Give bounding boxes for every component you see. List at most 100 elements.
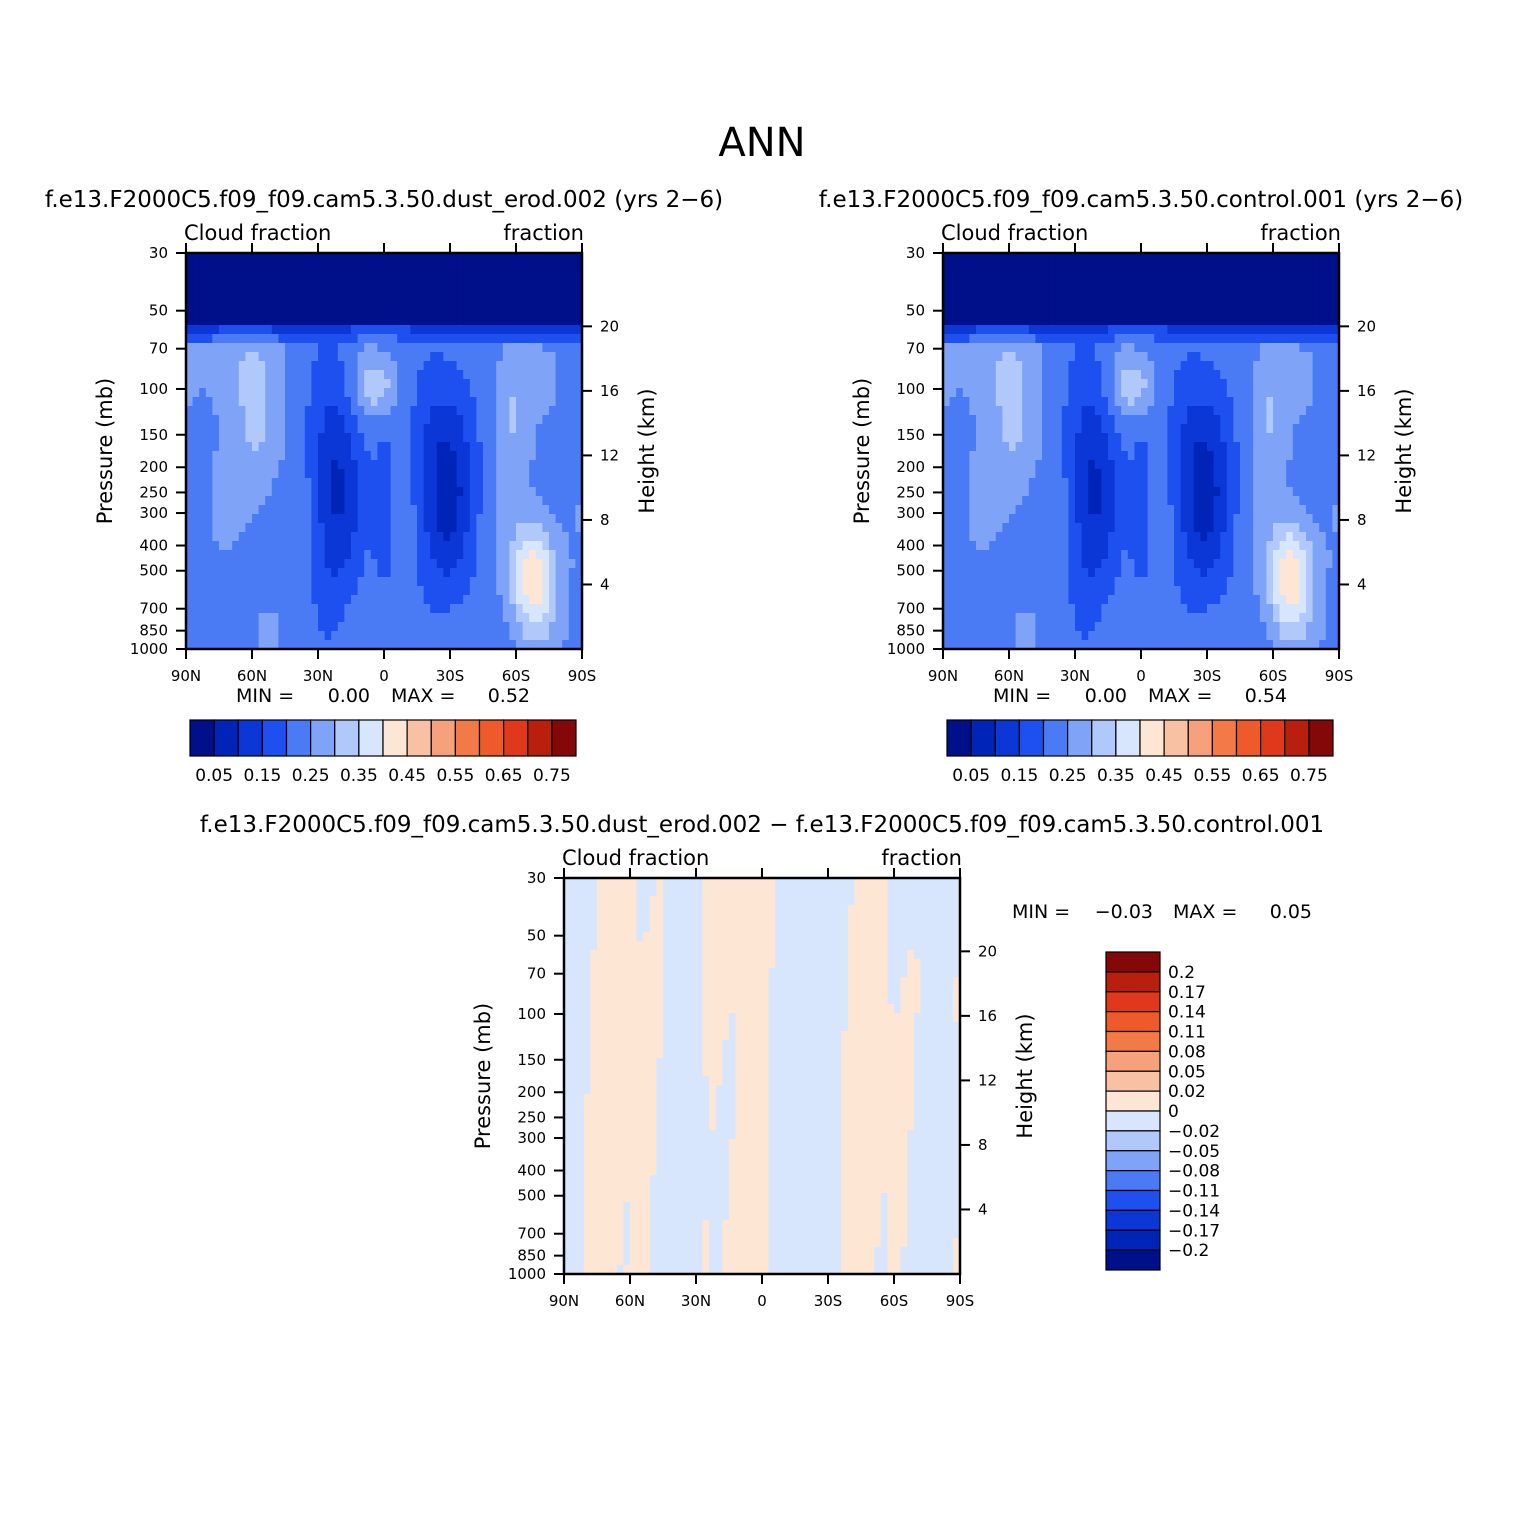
field-cell <box>1068 442 1076 452</box>
field-cell <box>1134 253 1142 263</box>
field-cell <box>232 424 240 434</box>
field-cell <box>1160 397 1168 407</box>
field-cell <box>1160 316 1168 326</box>
field-cell <box>186 622 194 632</box>
field-cell <box>1213 568 1221 578</box>
field-cell <box>285 280 293 290</box>
field-cell <box>542 469 550 479</box>
field-cell <box>384 316 392 326</box>
field-cell <box>271 289 279 299</box>
field-cell <box>982 424 990 434</box>
field-cell <box>509 280 517 290</box>
field-cell <box>238 613 246 623</box>
field-cell <box>1042 442 1050 452</box>
field-cell <box>1108 343 1116 353</box>
field-cell <box>469 415 477 425</box>
field-cell <box>1187 550 1195 560</box>
field-cell <box>397 568 405 578</box>
field-cell <box>943 361 951 371</box>
field-cell <box>410 325 418 335</box>
field-cell <box>304 298 312 308</box>
field-cell <box>1075 487 1083 497</box>
field-cell <box>529 334 537 344</box>
field-cell <box>562 595 570 605</box>
field-cell <box>575 514 583 524</box>
field-cell <box>982 325 990 335</box>
field-cell <box>1101 397 1109 407</box>
field-cell <box>575 460 583 470</box>
field-cell <box>542 388 550 398</box>
field-cell <box>969 433 977 443</box>
field-cell <box>298 604 306 614</box>
field-cell <box>1292 550 1300 560</box>
field-cell <box>331 523 339 533</box>
field-cell <box>1042 388 1050 398</box>
field-cell <box>1187 505 1195 515</box>
field-cell <box>1101 460 1109 470</box>
field-cell <box>324 550 332 560</box>
field-cell <box>423 379 431 389</box>
field-cell <box>344 640 352 650</box>
field-cell <box>529 379 537 389</box>
field-cell <box>1200 370 1208 380</box>
field-cell <box>489 451 497 461</box>
field-cell <box>225 577 233 587</box>
field-cell <box>989 559 997 569</box>
field-cell <box>943 397 951 407</box>
field-cell <box>403 496 411 506</box>
field-cell <box>192 460 200 470</box>
field-cell <box>1200 361 1208 371</box>
field-cell <box>516 289 524 299</box>
field-cell <box>443 523 451 533</box>
field-cell <box>245 262 253 272</box>
field-cell <box>417 487 425 497</box>
field-cell <box>476 415 484 425</box>
field-cell <box>542 559 550 569</box>
field-cell <box>496 388 504 398</box>
field-cell <box>258 460 266 470</box>
field-cell <box>397 478 405 488</box>
field-cell <box>969 568 977 578</box>
field-cell <box>384 433 392 443</box>
field-cell <box>285 631 293 641</box>
field-cell <box>370 379 378 389</box>
field-cell <box>1160 370 1168 380</box>
field-cell <box>258 523 266 533</box>
field-cell <box>443 271 451 281</box>
field-cell <box>535 523 543 533</box>
field-cell <box>1226 496 1234 506</box>
field-cell <box>1048 559 1056 569</box>
field-cell <box>1213 460 1221 470</box>
field-cell <box>1266 262 1274 272</box>
field-cell <box>238 352 246 362</box>
field-cell <box>568 604 576 614</box>
field-cell <box>1035 370 1043 380</box>
field-cell <box>337 397 345 407</box>
field-cell <box>1259 424 1267 434</box>
field-cell <box>430 568 438 578</box>
field-cell <box>252 631 260 641</box>
field-cell <box>1127 262 1135 272</box>
field-cell <box>502 541 510 551</box>
field-cell <box>258 532 266 542</box>
field-cell <box>962 307 970 317</box>
field-cell <box>377 406 385 416</box>
field-cell <box>258 379 266 389</box>
field-cell <box>1009 325 1017 335</box>
field-cell <box>298 352 306 362</box>
field-cell <box>370 541 378 551</box>
field-cell <box>1094 325 1102 335</box>
field-cell <box>1306 370 1314 380</box>
field-cell <box>1325 307 1333 317</box>
field-cell <box>1127 478 1135 488</box>
field-cell <box>1259 370 1267 380</box>
field-cell <box>423 334 431 344</box>
field-cell <box>469 397 477 407</box>
field-cell <box>271 325 279 335</box>
field-cell <box>278 478 286 488</box>
field-cell <box>232 271 240 281</box>
field-cell <box>1154 514 1162 524</box>
field-cell <box>450 514 458 524</box>
field-cell <box>1292 559 1300 569</box>
field-cell <box>1273 298 1281 308</box>
